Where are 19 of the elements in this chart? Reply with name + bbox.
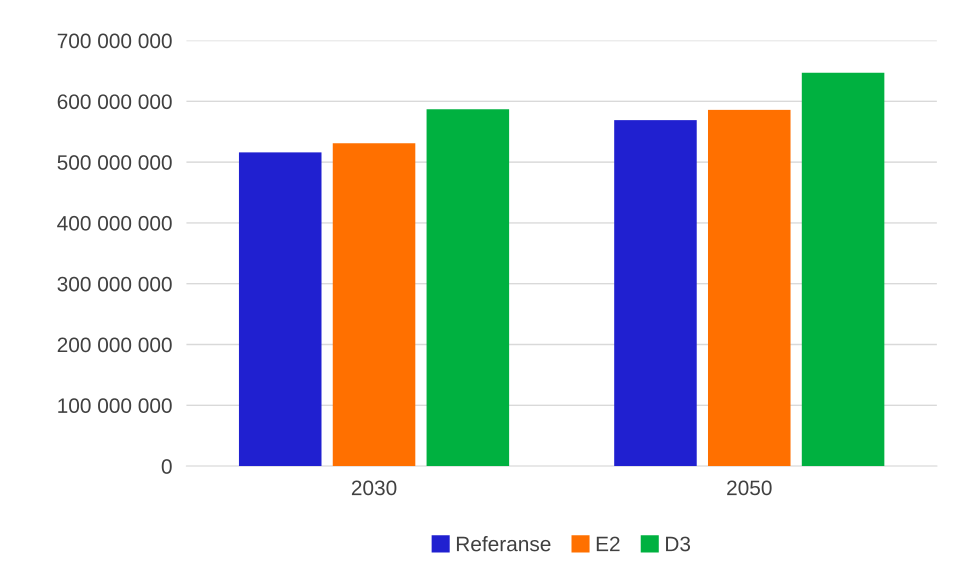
- y-tick-label: 100 000 000: [58, 398, 172, 414]
- bar: [426, 109, 510, 466]
- bar: [802, 72, 884, 466]
- y-tick-label: 500 000 000: [58, 155, 172, 170]
- x-tick-label: 2050: [727, 480, 772, 496]
- y-tick-label: 600 000 000: [58, 94, 172, 110]
- bar: [238, 152, 322, 466]
- legend-label: Referanse: [456, 536, 550, 552]
- y-tick-label: 300 000 000: [57, 276, 172, 292]
- bar: [708, 110, 791, 466]
- x-tick-label: 2030: [352, 480, 396, 496]
- y-tick-label: 700 000 000: [58, 34, 172, 48]
- y-tick-label: 400 000 000: [57, 216, 172, 231]
- y-tick-label: 200 000 000: [58, 338, 172, 352]
- bar: [614, 120, 697, 466]
- y-tick-label: 0: [162, 459, 172, 474]
- legend-label: D3: [666, 536, 690, 552]
- legend-label: E2: [596, 536, 620, 552]
- bar: [332, 143, 416, 466]
